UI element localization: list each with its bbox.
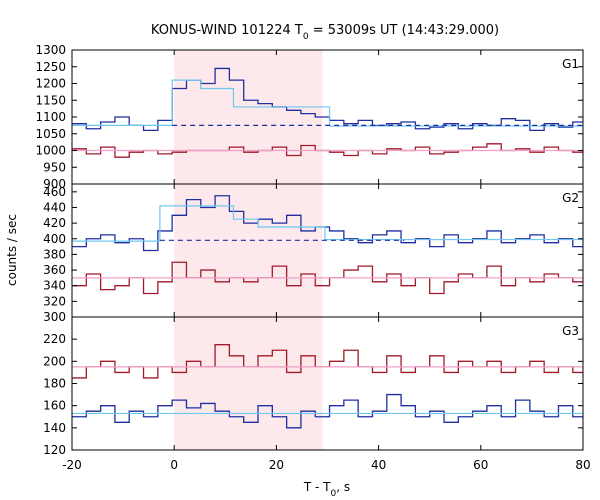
burst-interval-highlight	[174, 50, 323, 450]
panel-frame-g3	[71, 316, 584, 451]
x-tick-label: 0	[170, 458, 178, 472]
y-tick-label: 1150	[35, 93, 66, 107]
y-tick-label: 220	[43, 332, 66, 346]
x-axis-label-main: T - T	[303, 480, 331, 494]
panel-label: G3	[562, 324, 579, 338]
y-tick-label: 1250	[35, 60, 66, 74]
y-tick-label: 340	[43, 279, 66, 293]
chart-title-rest: = 53009s UT (14:43:29.000)	[309, 23, 499, 38]
x-axis-label: T - T0, s	[303, 480, 350, 499]
x-axis-label-rest: , s	[336, 480, 350, 494]
y-tick-label: 120	[43, 443, 66, 457]
y-tick-label: 1000	[35, 144, 66, 158]
y-axis-label: counts / sec	[5, 214, 19, 286]
lightcurve-g2-series-2	[72, 261, 583, 295]
lightcurve-g2-series-1	[72, 195, 583, 252]
y-tick-label: 440	[43, 200, 66, 214]
plot-area: 9009501000105011001150120012501300G13003…	[35, 43, 590, 472]
panel-g3: 120 140 160 180 200 220 G3	[43, 316, 584, 457]
chart-title-subscript: 0	[303, 32, 309, 42]
x-tick-label: -20	[62, 458, 82, 472]
panel-label: G1	[562, 57, 579, 71]
x-tick-label: 80	[575, 458, 590, 472]
fit-g1-1	[72, 79, 583, 127]
lightcurve-g1-series-2	[72, 143, 583, 158]
y-tick-label: 380	[43, 247, 66, 261]
y-tick-label: 1300	[35, 43, 66, 57]
y-tick-label: 460	[43, 185, 66, 199]
lightcurve-g1-series-1	[72, 67, 583, 132]
y-tick-label: 1200	[35, 77, 66, 91]
x-tick-label: 40	[371, 458, 386, 472]
y-tick-label: 400	[43, 232, 66, 246]
y-tick-label: 140	[43, 421, 66, 435]
y-tick-label: 1050	[35, 127, 66, 141]
panel-g1: 900 950 1000 1050 1100 1150 1200 1250 1300 G1	[35, 43, 584, 191]
y-tick-label: 950	[43, 160, 66, 174]
y-tick-label: 180	[43, 377, 66, 391]
fit-g2-1	[72, 205, 583, 242]
x-axis-label-subscript: 0	[331, 489, 337, 499]
y-tick-label: 1100	[35, 110, 66, 124]
lightcurve-g3-series-2	[72, 393, 583, 429]
panel-label: G2	[562, 191, 579, 205]
y-tick-label: 320	[43, 294, 66, 308]
x-tick-label: 60	[473, 458, 488, 472]
chart-title: KONUS-WIND 101224 T0 = 53009s UT (14:43:…	[151, 23, 499, 42]
y-tick-label: 160	[43, 399, 66, 413]
y-tick-label: 900	[43, 177, 66, 191]
y-tick-label: 360	[43, 263, 66, 277]
y-tick-label: 420	[43, 216, 66, 230]
y-tick-label: 300	[43, 310, 66, 324]
chart-title-main: KONUS-WIND 101224 T	[151, 23, 303, 38]
lightcurve-g3-series-1	[72, 344, 583, 379]
y-tick-label: 200	[43, 354, 66, 368]
x-tick-label: 20	[269, 458, 284, 472]
